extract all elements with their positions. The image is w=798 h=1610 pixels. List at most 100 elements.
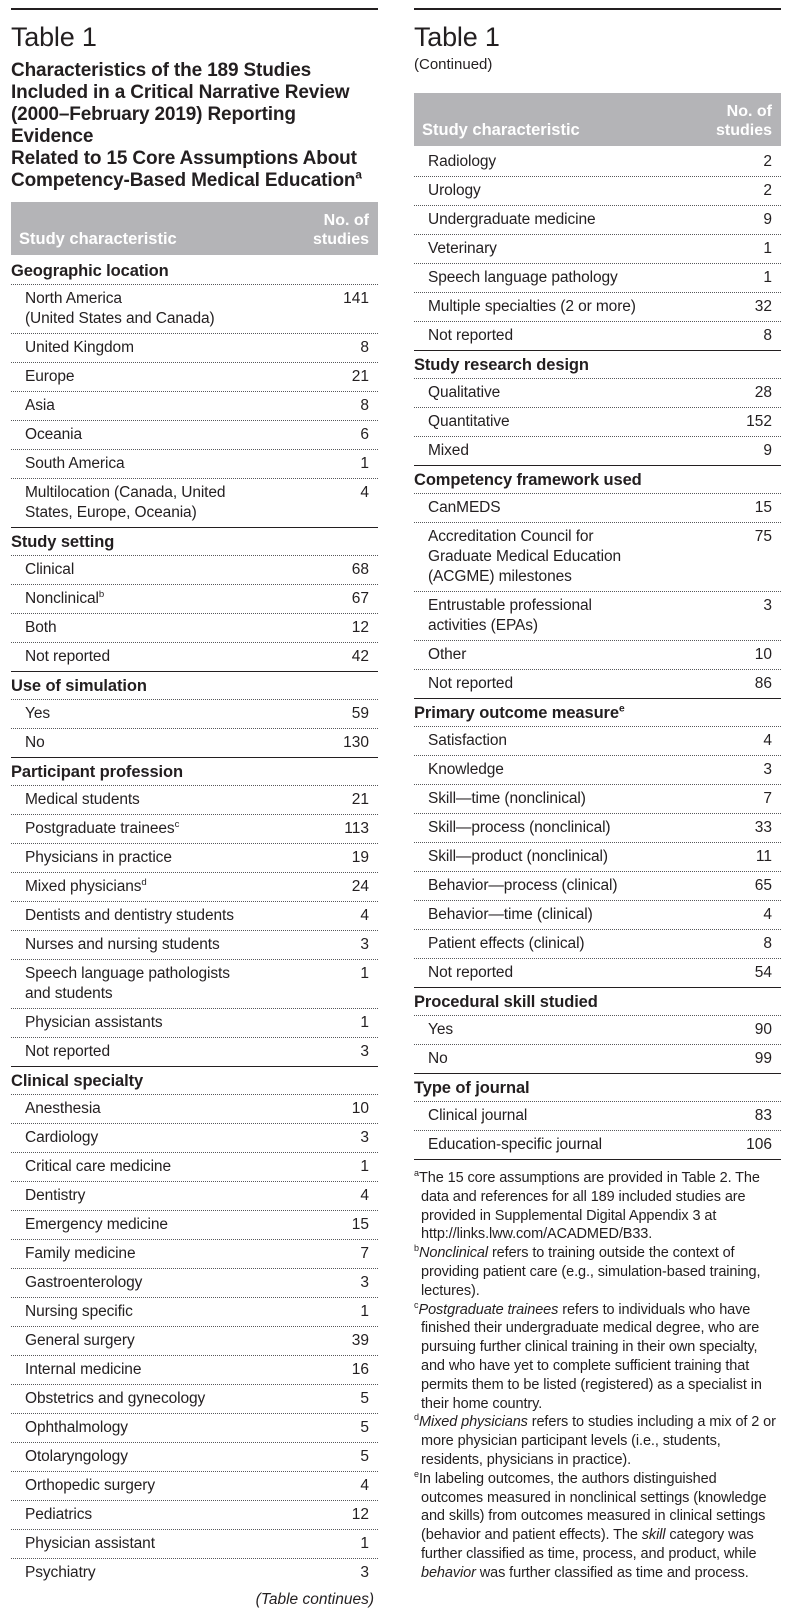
row-value: 4 <box>360 484 369 501</box>
col-header-studies: studies <box>715 122 772 139</box>
footnote-text: In labeling outcomes, the authors distin… <box>419 1470 767 1544</box>
top-rule-right <box>414 8 781 10</box>
table-row: Obstetrics and gynecology 5 <box>11 1384 378 1413</box>
section-header: Clinical specialty <box>11 1066 378 1094</box>
row-value: 3 <box>360 1129 369 1146</box>
row-label: Pediatrics <box>25 1506 93 1523</box>
row-value: 8 <box>360 397 369 414</box>
row-value: 21 <box>351 791 369 808</box>
footnote-marker: a <box>414 1168 419 1179</box>
row-value: 106 <box>746 1136 772 1153</box>
row-value: 5 <box>360 1390 369 1407</box>
row-label: Education-specific journal <box>428 1136 603 1153</box>
table-row: Asia 8 <box>11 391 378 420</box>
row-label: Urology <box>428 182 481 199</box>
row-label: South America <box>25 455 125 472</box>
row-value: 1 <box>360 455 369 472</box>
row-label: Accreditation Council for Graduate Medic… <box>428 528 621 585</box>
row-value: 8 <box>763 327 772 344</box>
col-header-no-of: No. of <box>323 212 369 229</box>
row-label: No <box>25 734 45 751</box>
row-label: North America (United States and Canada) <box>25 290 215 327</box>
row-label: Mixed physiciansd <box>25 876 147 895</box>
row-label: Physicians in practice <box>25 849 172 866</box>
table-row: Urology 2 <box>414 176 781 205</box>
row-value: 90 <box>754 1021 772 1038</box>
row-value: 141 <box>343 290 369 307</box>
row-label: Obstetrics and gynecology <box>25 1390 206 1407</box>
row-value: 3 <box>763 597 772 614</box>
row-value: 152 <box>746 413 772 430</box>
table-row: Not reported 54 <box>414 958 781 987</box>
section-header: Primary outcome measuree <box>414 698 781 726</box>
row-label: Internal medicine <box>25 1361 142 1378</box>
row-value: 16 <box>351 1361 369 1378</box>
table-continued-label: (Continued) <box>414 56 493 73</box>
row-value: 9 <box>763 442 772 459</box>
row-label: Otolaryngology <box>25 1448 128 1465</box>
row-value: 21 <box>351 368 369 385</box>
table-label: Table 1 <box>11 22 97 52</box>
row-value: 3 <box>360 936 369 953</box>
row-value: 3 <box>360 1274 369 1291</box>
section-header: Procedural skill studied <box>414 987 781 1015</box>
row-value: 3 <box>763 761 772 778</box>
table-row: Accreditation Council for Graduate Medic… <box>414 522 781 591</box>
row-value: 5 <box>360 1419 369 1436</box>
table-row: South America 1 <box>11 449 378 478</box>
row-label: Asia <box>25 397 55 414</box>
row-value: 24 <box>351 878 369 895</box>
row-value: 9 <box>763 211 772 228</box>
row-label: Nursing specific <box>25 1303 133 1320</box>
table-row: Both 12 <box>11 613 378 642</box>
title-footnote-marker: a <box>355 168 362 182</box>
row-value: 4 <box>360 1187 369 1204</box>
row-label: Physician assistants <box>25 1014 163 1031</box>
row-value: 86 <box>754 675 772 692</box>
row-label: Other <box>428 646 467 663</box>
row-value: 15 <box>351 1216 369 1233</box>
table-row: Cardiology 3 <box>11 1123 378 1152</box>
row-label: Skill—time (nonclinical) <box>428 790 586 807</box>
row-value: 19 <box>351 849 369 866</box>
row-value: 1 <box>360 965 369 982</box>
row-label: Both <box>25 619 57 636</box>
footnote-text: The 15 core assumptions are provided in … <box>419 1170 760 1243</box>
row-value: 1 <box>360 1303 369 1320</box>
section-header: Geographic location <box>11 262 169 280</box>
table-row: Qualitative 28 <box>414 378 781 407</box>
section-header: Participant profession <box>11 757 378 785</box>
footnote-text: was further classified as time and proce… <box>475 1564 749 1581</box>
row-value: 8 <box>763 935 772 952</box>
row-label: Postgraduate traineesc <box>25 818 180 837</box>
row-label: General surgery <box>25 1332 135 1349</box>
table-row: Emergency medicine 15 <box>11 1210 378 1239</box>
row-label: CanMEDS <box>428 499 501 516</box>
table-title-text: Characteristics of the 189 Studies Inclu… <box>11 60 357 191</box>
table-row: Dentistry 4 <box>11 1181 378 1210</box>
table-row: Internal medicine 16 <box>11 1355 378 1384</box>
column-header-band-right: Study characteristic No. of studies <box>414 93 781 146</box>
table-row: Ophthalmology 5 <box>11 1413 378 1442</box>
col-header-study-characteristic: Study characteristic <box>422 121 580 139</box>
footnote-text: Postgraduate trainees <box>418 1301 559 1318</box>
row-label: Speech language pathology <box>428 269 618 286</box>
row-label: Cardiology <box>25 1129 99 1146</box>
table-row: Skill—time (nonclinical) 7 <box>414 784 781 813</box>
row-value: 4 <box>763 906 772 923</box>
row-value: 1 <box>360 1535 369 1552</box>
row-label: Europe <box>25 368 75 385</box>
row-value: 2 <box>763 153 772 170</box>
footnote-text: refers to studies including a mix of 2 o… <box>421 1414 776 1468</box>
row-value: 1 <box>763 240 772 257</box>
table-title: Characteristics of the 189 Studies Inclu… <box>11 60 378 192</box>
footnote-marker: e <box>414 1468 419 1479</box>
row-value: 1 <box>763 269 772 286</box>
row-value: 83 <box>754 1107 772 1124</box>
row-label: Oceania <box>25 426 83 443</box>
table-row: Behavior—time (clinical) 4 <box>414 900 781 929</box>
table-row: Clinical 68 <box>11 555 378 584</box>
table-row: Mixed physiciansd 24 <box>11 872 378 901</box>
table-row: Skill—process (nonclinical) 33 <box>414 813 781 842</box>
table-row: Veterinary 1 <box>414 234 781 263</box>
